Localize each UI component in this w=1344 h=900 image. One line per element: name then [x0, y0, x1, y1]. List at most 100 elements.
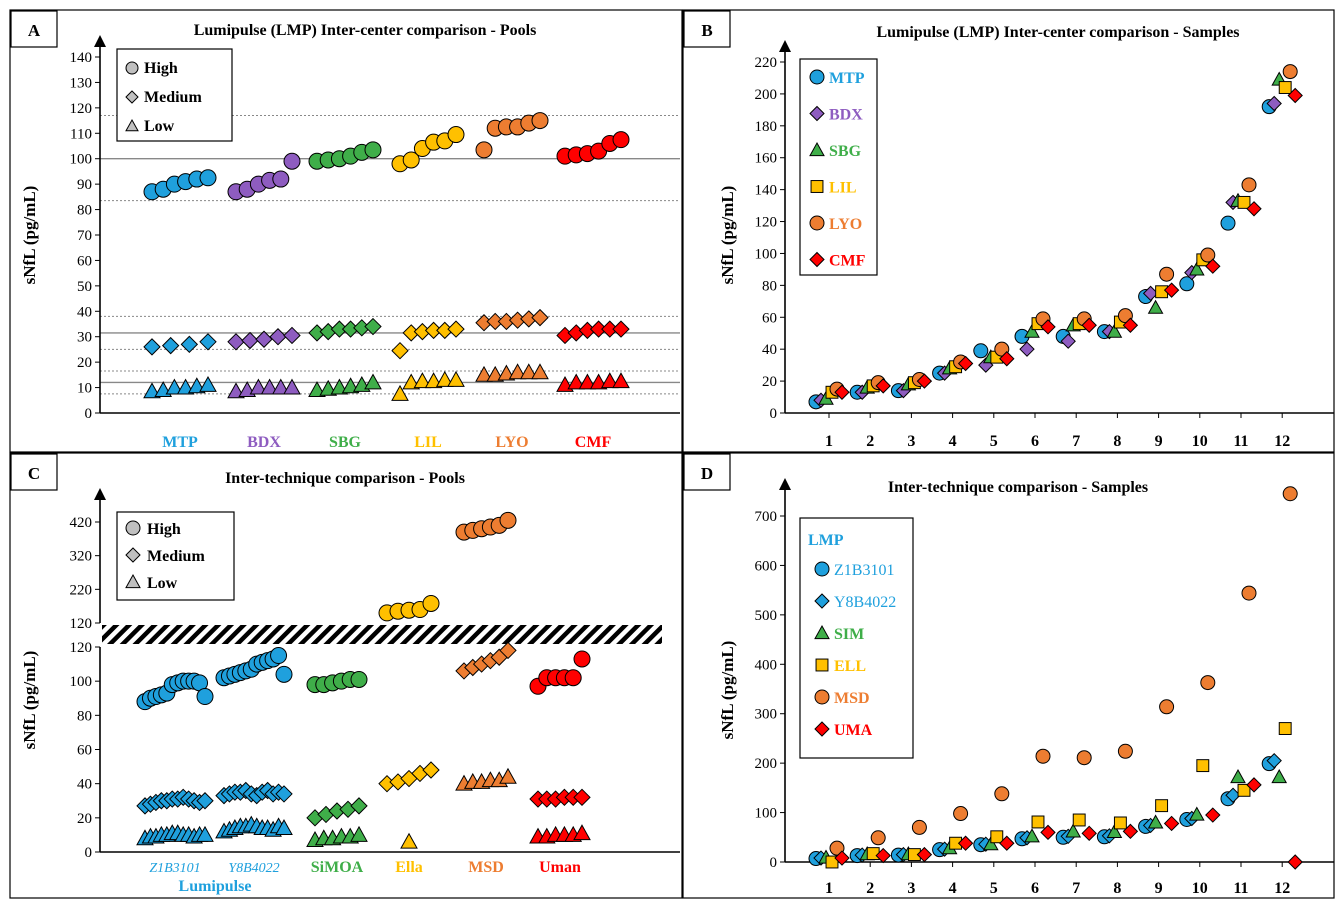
data-point: [1040, 824, 1056, 841]
data-point: [1019, 341, 1035, 357]
x-category-label: Z1B3101: [149, 861, 200, 876]
data-point: [1065, 823, 1082, 838]
data-point: [1205, 807, 1221, 823]
legend-label: MTP: [829, 70, 865, 87]
panel-border: [9, 452, 683, 899]
data-point: [1266, 95, 1282, 112]
data-point: [1163, 815, 1180, 832]
data-point: [1241, 177, 1257, 193]
data-point: [196, 688, 214, 706]
data-point: [1076, 750, 1092, 766]
data-point: [1147, 299, 1164, 314]
y-tick-label: 20: [77, 355, 92, 371]
legend-label: UMA: [834, 722, 873, 739]
y-tick-label: 0: [85, 406, 93, 422]
legend-label: Medium: [147, 548, 205, 565]
x-tick-label: 6: [1031, 433, 1039, 450]
legend-label: Z1B3101: [834, 562, 894, 579]
data-point: [1147, 814, 1164, 829]
y-axis-label: sNfL (pg/mL): [20, 651, 39, 750]
data-point: [612, 372, 630, 389]
data-point: [573, 788, 591, 807]
data-point: [916, 846, 933, 863]
panel-letter: B: [701, 21, 712, 40]
x-tick-label: 5: [990, 880, 998, 897]
legend-label: Low: [147, 575, 178, 592]
y-tick-label: 60: [77, 253, 92, 269]
data-point: [241, 331, 259, 350]
data-point: [875, 847, 891, 864]
x-tick-label: 7: [1072, 433, 1080, 450]
data-point: [269, 328, 287, 346]
legend-box: [799, 58, 878, 276]
y-tick-label: 60: [762, 310, 777, 326]
data-point: [402, 151, 420, 169]
legend-marker: [810, 180, 824, 193]
x-category-label: SiMOA: [311, 859, 364, 876]
data-point: [180, 335, 199, 354]
data-point: [573, 650, 591, 668]
data-point: [364, 317, 382, 336]
data-point: [283, 326, 301, 345]
panel-b: B Lumipulse (LMP) Inter-center comparison…: [682, 9, 1335, 453]
data-point: [612, 131, 630, 149]
data-point: [499, 767, 517, 784]
data-point: [957, 835, 974, 851]
chart-title: Lumipulse (LMP) Inter-center comparison …: [194, 22, 537, 39]
data-point: [1287, 854, 1303, 870]
y-axis-label: sNfL (pg/mL): [718, 186, 737, 285]
y-tick-label: 110: [70, 126, 92, 142]
x-tick-label: 6: [1031, 880, 1039, 897]
data-point: [227, 333, 245, 351]
legend-title: LMP: [808, 532, 844, 549]
data-point: [1035, 748, 1051, 764]
y-tick-label: 40: [77, 304, 92, 320]
legend-label: LYO: [829, 216, 862, 233]
data-point: [1200, 247, 1216, 263]
y-axis-arrow: [94, 35, 106, 47]
legend-label: CMF: [829, 253, 866, 270]
data-point: [911, 819, 927, 835]
data-point: [475, 141, 493, 159]
data-point: [1246, 201, 1262, 217]
data-point: [866, 847, 880, 861]
legend-marker: [815, 658, 829, 672]
data-point: [1287, 87, 1303, 104]
panel-border: [682, 452, 1335, 899]
y-tick-label: 50: [77, 279, 92, 295]
x-tick-label: 11: [1233, 433, 1248, 450]
y-tick-label: 80: [77, 708, 92, 724]
data-point: [413, 372, 432, 389]
x-tick-label: 1: [825, 433, 833, 450]
data-point: [475, 365, 493, 382]
data-point: [255, 330, 273, 348]
data-point: [350, 825, 368, 842]
y-tick-label: 160: [755, 151, 778, 167]
data-point: [196, 825, 214, 842]
y-tick-label: 120: [70, 616, 93, 632]
data-point: [1106, 823, 1123, 838]
data-point: [249, 378, 268, 395]
x-tick-label: 3: [907, 433, 915, 450]
x-category-label: BDX: [247, 434, 281, 451]
data-point: [447, 126, 465, 144]
data-point: [1031, 815, 1045, 829]
data-point: [1040, 319, 1056, 335]
x-tick-label: 9: [1155, 880, 1163, 897]
chart-title: Lumipulse (LMP) Inter-center comparison …: [876, 24, 1239, 41]
data-point: [531, 112, 549, 130]
panel-letter: D: [701, 464, 713, 483]
data-point: [422, 594, 440, 612]
y-axis-label: sNfL (pg/mL): [718, 641, 737, 740]
data-point: [531, 363, 549, 380]
data-point: [612, 320, 630, 338]
data-point: [1024, 323, 1040, 338]
y-tick-label: 100: [755, 806, 778, 822]
y-tick-label: 80: [77, 203, 92, 219]
data-point: [1081, 317, 1097, 333]
data-point: [199, 375, 217, 392]
y-tick-label: 200: [755, 87, 778, 103]
y-tick-label: 600: [755, 558, 778, 574]
data-point: [270, 647, 288, 665]
